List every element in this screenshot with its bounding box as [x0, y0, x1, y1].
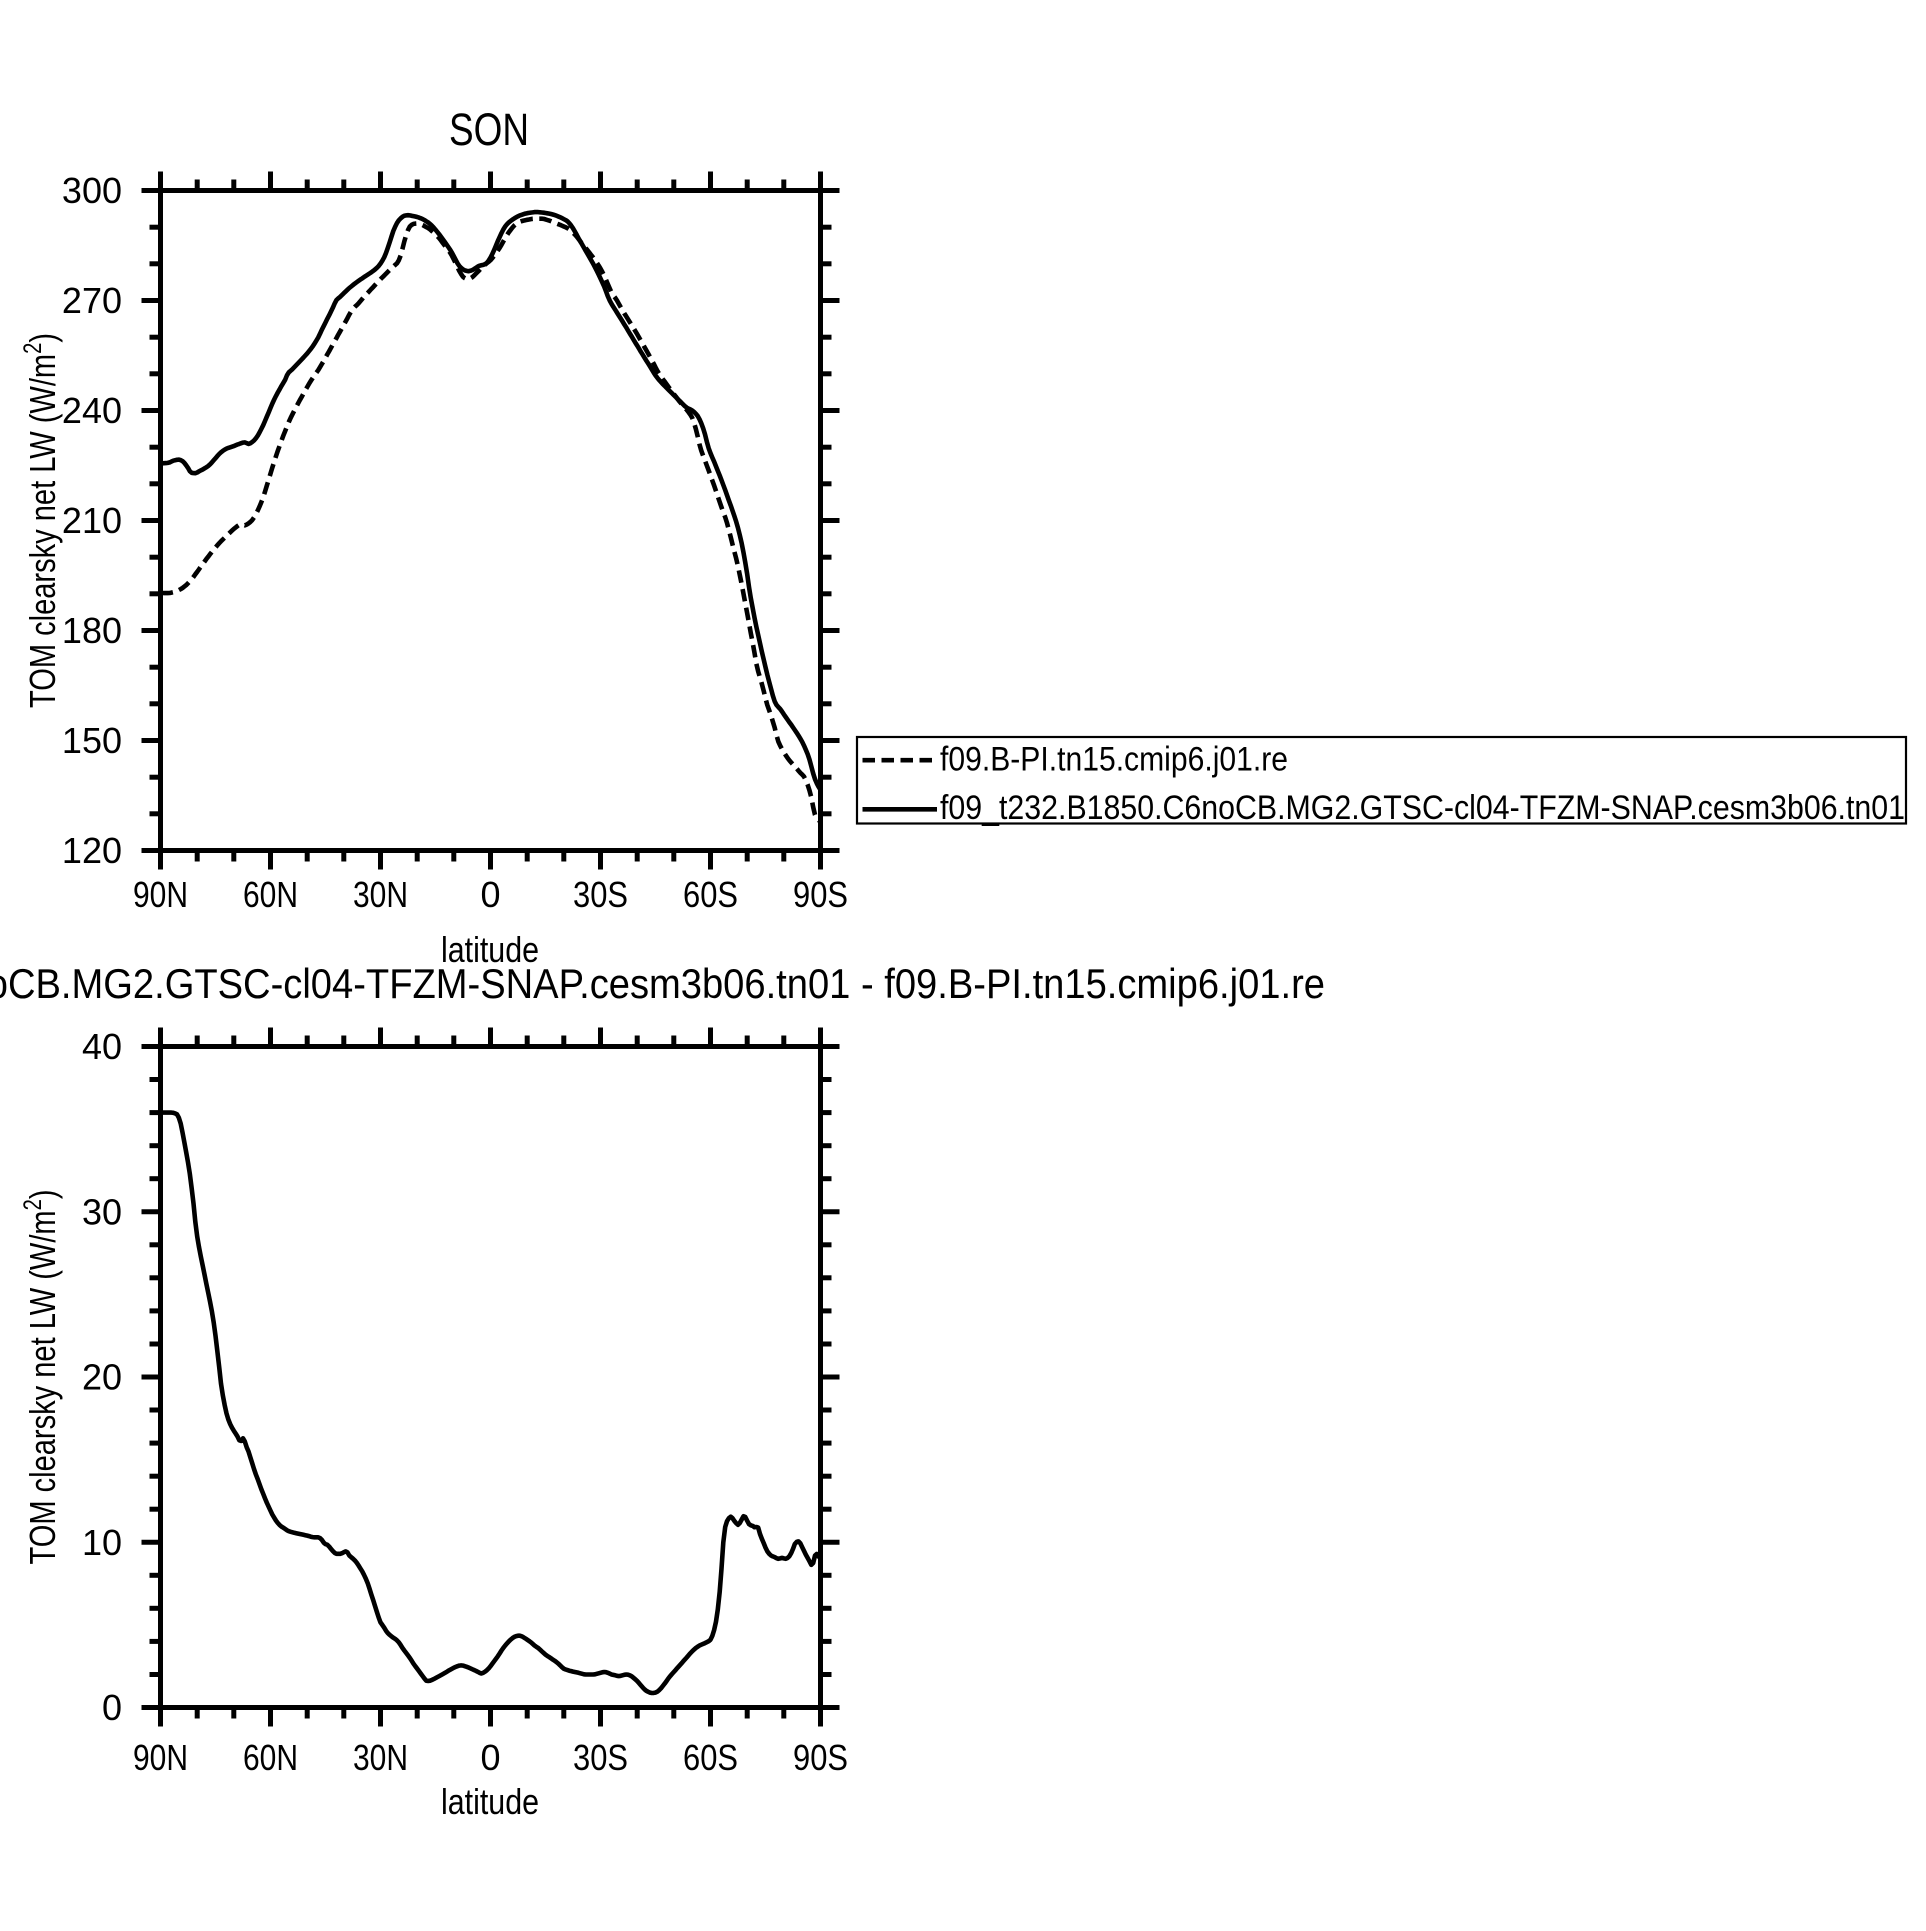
svg-text:90N: 90N [133, 874, 188, 915]
svg-text:60N: 60N [243, 874, 298, 915]
svg-text:TOM clearsky net LW (W/m2): TOM clearsky net LW (W/m2) [19, 1190, 63, 1565]
svg-text:60N: 60N [243, 1737, 298, 1778]
svg-text:f09_t232.B1850.C6noCB.MG2.GTSC: f09_t232.B1850.C6noCB.MG2.GTSC-cl04-TFZM… [940, 789, 1905, 827]
svg-text:30: 30 [82, 1191, 122, 1232]
svg-text:f09.B-PI.tn15.cmip6.j01.re: f09.B-PI.tn15.cmip6.j01.re [940, 740, 1288, 778]
svg-text:30S: 30S [573, 874, 628, 915]
svg-text:0: 0 [480, 1737, 500, 1778]
svg-text:40: 40 [82, 1026, 122, 1067]
svg-text:60S: 60S [683, 1737, 738, 1778]
svg-text:TOM clearsky net LW (W/m2): TOM clearsky net LW (W/m2) [19, 333, 63, 708]
svg-text:10: 10 [82, 1522, 122, 1563]
svg-text:120: 120 [62, 830, 122, 871]
svg-text:150: 150 [62, 720, 122, 761]
svg-text:30S: 30S [573, 1737, 628, 1778]
svg-text:90N: 90N [133, 1737, 188, 1778]
svg-text:latitude: latitude [441, 929, 539, 970]
svg-text:270: 270 [62, 280, 122, 321]
svg-text:0: 0 [480, 874, 500, 915]
svg-text:30N: 30N [353, 874, 408, 915]
svg-text:90S: 90S [793, 1737, 848, 1778]
svg-text:300: 300 [62, 170, 122, 211]
svg-text:90S: 90S [793, 874, 848, 915]
svg-text:latitude: latitude [441, 1781, 539, 1822]
svg-text:180: 180 [62, 610, 122, 651]
svg-text:240: 240 [62, 390, 122, 431]
svg-text:30N: 30N [353, 1737, 408, 1778]
svg-text:0: 0 [102, 1687, 122, 1728]
svg-text:210: 210 [62, 500, 122, 541]
svg-text:f09_t232.B1850.C6noCB.MG2.GTSC: f09_t232.B1850.C6noCB.MG2.GTSC-cl04-TFZM… [0, 960, 1325, 1007]
svg-text:60S: 60S [683, 874, 738, 915]
svg-text:20: 20 [82, 1357, 122, 1398]
svg-text:SON: SON [449, 104, 529, 155]
